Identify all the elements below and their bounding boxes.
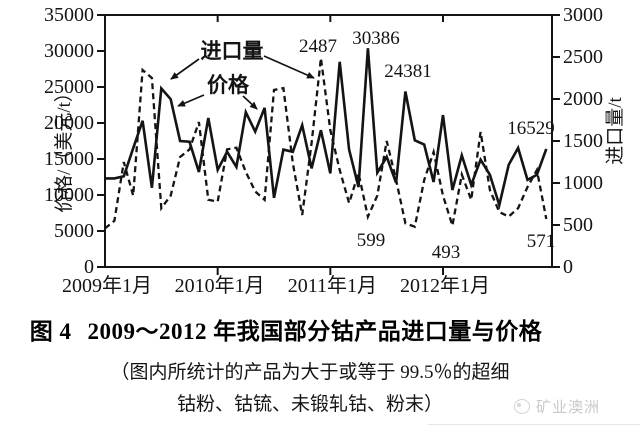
right-axis-tick-label: 2500 — [563, 46, 603, 68]
watermark-logo-icon — [513, 398, 530, 414]
x-axis-tick-label: 2012年1月 — [400, 274, 490, 297]
series-label: 价格 — [207, 73, 250, 97]
left-axis-tick-label: 25000 — [44, 76, 94, 98]
annotation-2487: 2487 — [299, 36, 337, 57]
left-axis-tick-label: 0 — [84, 256, 94, 278]
series-label-arrow — [170, 58, 200, 80]
left-axis-tick-label: 10000 — [44, 184, 94, 206]
right-axis-tick-label: 3000 — [563, 4, 603, 26]
left-axis-tick-label: 5000 — [54, 220, 94, 242]
annotation-30386: 30386 — [352, 28, 400, 49]
figure-number: 图 4 — [29, 319, 72, 344]
annotation-24381: 24381 — [384, 61, 432, 82]
figure-caption: 图 4 2009～2012 年我国部分钴产品进口量与价格 — [8, 312, 564, 346]
chart-area: 0 5000 10000 15000 20000 25000 30000 35000 0 500 1… — [44, 4, 626, 297]
left-axis-tick-label: 30000 — [44, 40, 94, 62]
x-axis-tick-label: 2011年1月 — [288, 274, 377, 297]
right-axis-tick-label: 0 — [563, 256, 573, 278]
annotation-571: 571 — [527, 231, 556, 252]
right-axis-tick-label: 2000 — [563, 88, 603, 110]
annotation-16529: 16529 — [507, 118, 555, 139]
series-label-arrow — [263, 55, 315, 79]
right-axis-tick-label: 1000 — [563, 172, 603, 194]
watermark-text: 矿业澳洲 — [535, 399, 600, 416]
x-axis-tick-label: 2009年1月 — [62, 274, 152, 297]
price-line — [105, 48, 548, 211]
right-axis-tick-label: 500 — [563, 214, 593, 236]
figure-note-line2: 钴粉、钴锍、未锻轧钴、粉末） — [176, 394, 443, 415]
left-axis-tick-label: 35000 — [44, 4, 94, 26]
figure-note-line1: （图内所统计的产品为大于或等于 99.5％的超细 — [110, 362, 510, 383]
left-axis-title: 价格/（美元/t） — [53, 83, 75, 213]
right-axis-title: 进口量/t — [604, 97, 626, 165]
left-axis-tick-label: 20000 — [44, 112, 94, 134]
annotation-599: 599 — [357, 230, 386, 251]
figure-title: 2009～2012 年我国部分钴产品进口量与价格 — [87, 319, 543, 344]
series-label: 进口量 — [201, 39, 264, 63]
watermark: 矿业澳洲 — [513, 397, 600, 416]
chart-svg: 0 5000 10000 15000 20000 25000 30000 35000 0 500 1… — [44, 4, 626, 297]
annotation-493: 493 — [432, 242, 461, 263]
x-axis-tick-label: 2010年1月 — [175, 274, 265, 297]
series-label-arrow — [242, 95, 258, 110]
right-axis-tick-label: 1500 — [563, 130, 603, 152]
divider-line — [428, 424, 640, 425]
import-volume-line — [104, 57, 548, 230]
left-axis-tick-label: 15000 — [44, 148, 94, 170]
series-label-arrow — [177, 94, 205, 107]
